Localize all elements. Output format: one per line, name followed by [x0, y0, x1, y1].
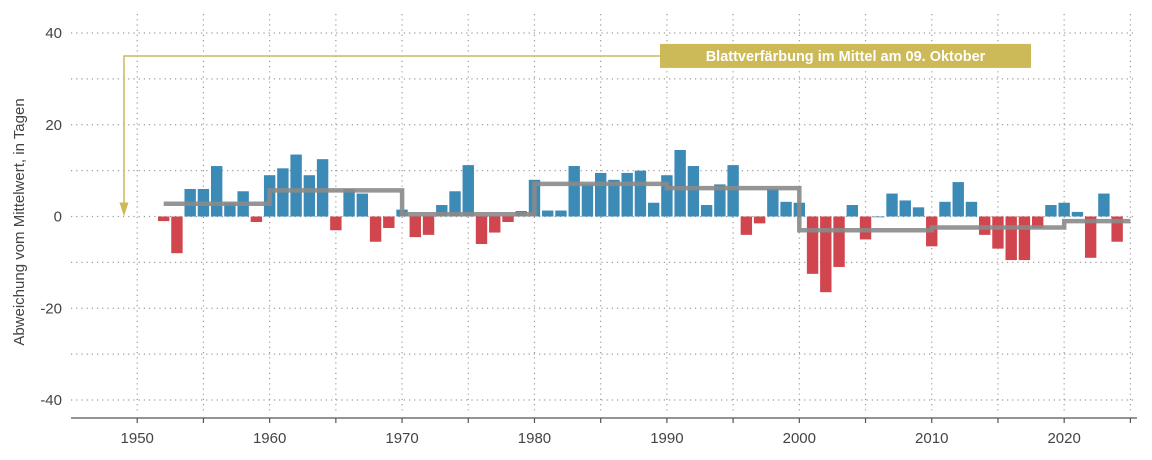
- bar-2008: [899, 200, 911, 217]
- axes: [71, 417, 1137, 423]
- y-tick-label: 0: [54, 209, 62, 226]
- annotation-box: [660, 43, 1031, 68]
- bar-2012: [952, 182, 964, 217]
- bar-1964: [316, 159, 329, 217]
- bar-2011: [939, 201, 951, 217]
- bar-1966: [343, 188, 355, 217]
- y-tick-labels: 40 20 0 -20 -40: [40, 25, 62, 409]
- bar-1976: [475, 216, 488, 245]
- bar-1983: [568, 166, 580, 217]
- bar-1967: [356, 193, 369, 217]
- bars: [158, 149, 1123, 293]
- bar-2016: [1005, 216, 1017, 261]
- bar-1977: [489, 216, 501, 233]
- bar-1959: [250, 216, 263, 223]
- bar-1982: [555, 210, 567, 217]
- bar-2020: [1058, 202, 1070, 217]
- bar-1997: [753, 216, 766, 224]
- x-tick-labels: 1950 1960 1970 1980 1990 2000 2010 2020: [121, 430, 1081, 447]
- bar-1978: [502, 216, 514, 223]
- bar-1989: [647, 202, 660, 217]
- y-tick-label: -20: [40, 300, 62, 317]
- x-tick-label: 2010: [915, 430, 948, 447]
- annotation-text: Blattverfärbung im Mittel am 09. Oktober: [706, 49, 986, 65]
- bar-2009: [912, 207, 925, 217]
- x-tick-label: 1950: [121, 430, 154, 447]
- bar-2002: [820, 216, 832, 293]
- bar-2024: [1111, 216, 1123, 242]
- bar-2001: [806, 216, 819, 274]
- bar-1996: [740, 216, 753, 235]
- bar-1953: [171, 216, 183, 254]
- bar-1956: [210, 166, 223, 217]
- bar-1988: [634, 170, 647, 217]
- bar-2021: [1071, 211, 1084, 217]
- bar-1969: [383, 216, 395, 228]
- bar-2013: [965, 201, 978, 217]
- bar-1986: [608, 179, 620, 217]
- y-tick-label: 20: [45, 117, 62, 134]
- bar-1994: [714, 184, 726, 217]
- annotation-arrowhead: [119, 202, 129, 217]
- bar-2022: [1084, 216, 1097, 258]
- bar-1971: [409, 216, 421, 238]
- bar-1962: [290, 154, 302, 217]
- y-tick-label: -40: [40, 392, 62, 409]
- x-tick-label: 2000: [783, 430, 816, 447]
- bar-1993: [700, 205, 713, 217]
- annotation: Blattverfärbung im Mittel am 09. Oktober: [119, 43, 1031, 217]
- x-tick-label: 1960: [253, 430, 286, 447]
- y-tick-label: 40: [45, 25, 62, 42]
- bar-2018: [1031, 216, 1044, 228]
- x-tick-label: 1990: [650, 430, 683, 447]
- bar-2019: [1045, 205, 1057, 217]
- bar-2023: [1098, 193, 1110, 217]
- bar-1974: [449, 191, 461, 217]
- x-tick-label: 1980: [518, 430, 551, 447]
- bar-1995: [727, 165, 739, 217]
- bar-1952: [158, 216, 170, 222]
- bar-1972: [422, 216, 435, 235]
- bar-1963: [303, 175, 316, 217]
- bar-2003: [833, 216, 845, 267]
- bar-1987: [621, 172, 633, 217]
- bar-2006: [873, 216, 885, 218]
- y-axis-label: Abweichung vom Mittelwert, in Tagen: [11, 98, 28, 345]
- grid-lines: [71, 14, 1137, 414]
- bar-2005: [859, 216, 872, 240]
- bar-1975: [462, 165, 474, 217]
- decade-mean-line: [163, 181, 1131, 233]
- bar-2015: [992, 216, 1004, 249]
- bar-1998: [767, 188, 779, 217]
- bar-1990: [661, 175, 673, 217]
- bar-1999: [780, 201, 792, 217]
- x-tick-label: 2020: [1047, 430, 1080, 447]
- bar-1973: [436, 205, 448, 217]
- bar-1991: [674, 149, 686, 217]
- decade-mean-path: [163, 181, 1131, 233]
- bar-1968: [369, 216, 382, 242]
- bar-2007: [886, 193, 898, 217]
- bar-1981: [542, 210, 554, 217]
- bar-1957: [224, 202, 236, 217]
- bar-1984: [581, 184, 594, 217]
- bar-2017: [1018, 216, 1031, 261]
- bar-2004: [846, 205, 858, 217]
- bar-1992: [687, 166, 700, 217]
- bar-1985: [594, 172, 607, 217]
- bar-1965: [330, 216, 342, 231]
- x-tick-label: 1970: [385, 430, 418, 447]
- annotation-arrow: [123, 55, 660, 205]
